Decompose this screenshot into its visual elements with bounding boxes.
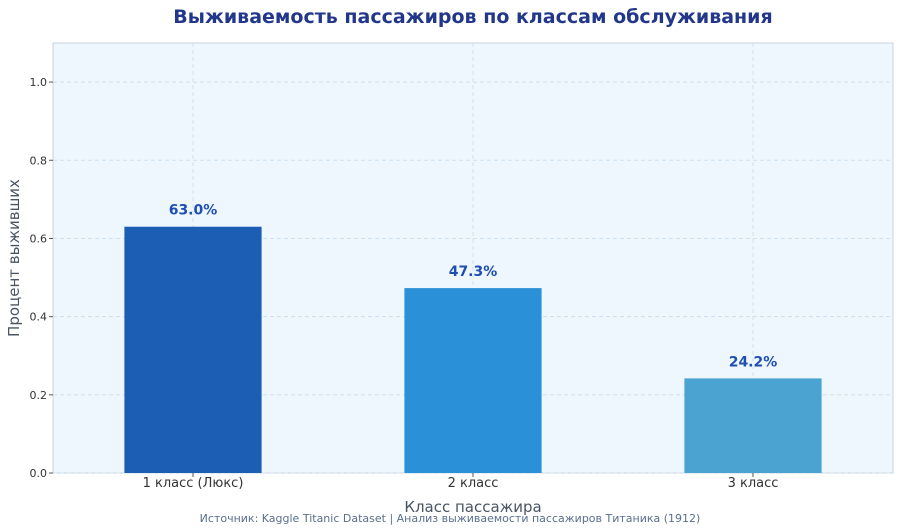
bar-value-label: 63.0% xyxy=(169,203,218,219)
x-tick-label: 2 класс xyxy=(448,476,499,491)
x-tick-label: 3 класс xyxy=(728,476,779,491)
y-tick-label: 1.0 xyxy=(30,76,48,89)
bar-value-label: 24.2% xyxy=(729,354,778,370)
y-tick-label: 0.0 xyxy=(30,467,48,480)
bar xyxy=(684,378,822,473)
bar xyxy=(124,226,262,473)
x-axis-ticks: 1 класс (Люкс) 2 класс 3 класс xyxy=(143,473,779,491)
bar xyxy=(404,288,542,473)
bar-value-label: 47.3% xyxy=(449,264,498,280)
y-tick-label: 0.8 xyxy=(30,154,48,167)
chart-title: Выживаемость пассажиров по классам обслу… xyxy=(173,6,772,28)
bars: 63.0% 47.3% 24.2% xyxy=(124,203,822,473)
y-axis-label: Процент выживших xyxy=(5,179,23,337)
y-axis-ticks: 0.0 0.2 0.4 0.6 0.8 1.0 xyxy=(30,76,53,480)
y-tick-label: 0.2 xyxy=(30,389,48,402)
source-note: Источник: Kaggle Titanic Dataset | Анали… xyxy=(200,512,701,525)
y-tick-label: 0.4 xyxy=(30,311,48,324)
y-tick-label: 0.6 xyxy=(30,232,48,245)
x-axis-label: Класс пассажира xyxy=(404,498,541,516)
x-tick-label: 1 класс (Люкс) xyxy=(143,476,244,491)
